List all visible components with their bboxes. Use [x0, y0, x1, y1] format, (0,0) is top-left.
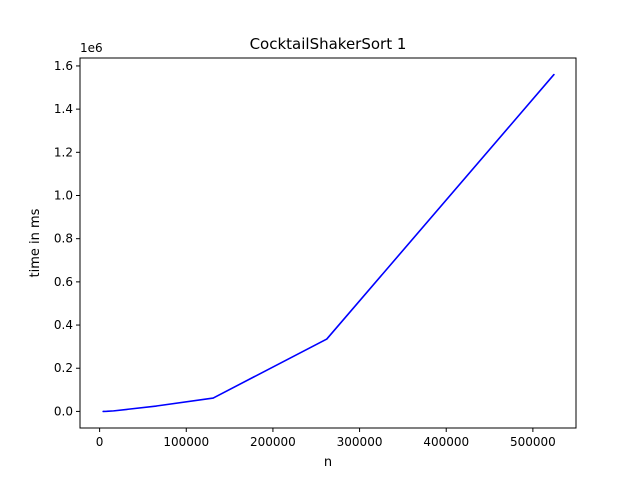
- y-tick-label: 1.2: [54, 145, 73, 159]
- data-point: [326, 338, 328, 340]
- data-point: [155, 405, 158, 407]
- y-tick-label: 0.8: [54, 232, 73, 246]
- x-tick-label: 300000: [337, 435, 383, 449]
- x-axis: 0 100000 200000 300000 400000 500000: [96, 428, 556, 449]
- data-point: [113, 410, 115, 412]
- y-tick-label: 0.2: [54, 361, 73, 375]
- y-tick-label: 0.4: [54, 318, 73, 332]
- data-point: [553, 73, 555, 76]
- data-point: [212, 397, 214, 399]
- y-offset-label: 1e6: [80, 41, 103, 55]
- data-point: [127, 408, 129, 410]
- y-tick-label: 0.6: [54, 275, 73, 289]
- y-axis-label: time in ms: [28, 208, 43, 277]
- y-tick-label: 1.0: [54, 188, 73, 202]
- x-tick-label: 500000: [510, 435, 556, 449]
- x-tick-label: 0: [96, 435, 104, 449]
- x-tick-label: 100000: [163, 435, 209, 449]
- axes-frame: [79, 57, 577, 429]
- y-axis: 0.0 0.2 0.4 0.6 0.8 1.0 1.2 1.4 1.6: [54, 59, 80, 418]
- x-axis-label: n: [324, 455, 332, 470]
- chart-title: CocktailShakerSort 1: [250, 35, 407, 53]
- data-point: [102, 410, 104, 413]
- series-line-1: [102, 73, 555, 413]
- x-tick-label: 400000: [423, 435, 469, 449]
- x-tick-label: 200000: [250, 435, 296, 449]
- y-tick-label: 0.0: [54, 404, 73, 418]
- y-tick-label: 1.4: [54, 102, 73, 116]
- plot-area: [102, 73, 555, 413]
- data-point: [106, 410, 108, 412]
- y-tick-label: 1.6: [54, 59, 73, 73]
